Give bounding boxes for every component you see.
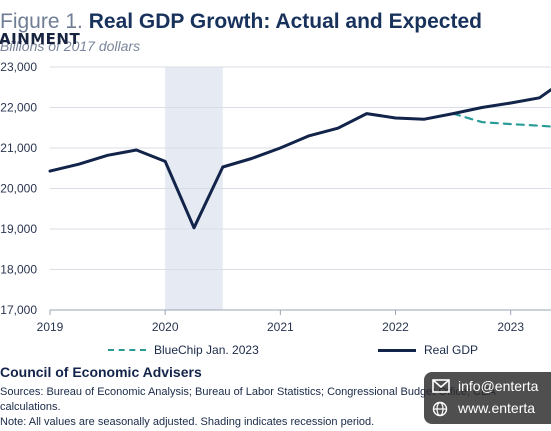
chart-subtitle: Billions of 2017 dollars [0,38,141,54]
real-gdp-line [48,88,551,230]
chart-title: Figure 1. Real GDP Growth: Actual and Ex… [0,10,482,34]
watermark-logo: AINMENT [0,30,81,48]
envelope-icon [432,379,450,393]
legend-label-bluechip: BlueChip Jan. 2023 [154,343,259,357]
y-tick-label: 20,000 [0,182,37,196]
legend-item-bluechip: BlueChip Jan. 2023 [108,343,259,357]
source-organization: Council of Economic Advisers [0,364,202,380]
y-tick-label: 17,000 [0,303,37,317]
x-tick-label: 2020 [152,320,179,334]
legend-swatch-dashed [108,349,146,351]
globe-icon [432,401,450,417]
y-tick-label: 19,000 [0,222,37,236]
legend-label-real-gdp: Real GDP [424,343,479,357]
x-tick-label: 2022 [382,320,409,334]
y-tick-label: 18,000 [0,263,37,277]
watermark-contact-badge: info@enterta www.enterta [424,372,551,424]
watermark-email: info@enterta [458,378,539,394]
sources-line-2: calculations. [0,401,61,413]
x-tick-label: 2023 [497,320,524,334]
sources-line-1: Sources: Bureau of Economic Analysis; Bu… [0,386,496,398]
figure-label: Figure 1. [0,10,83,33]
legend-swatch-solid [378,348,416,352]
chart-notes: Sources: Bureau of Economic Analysis; Bu… [0,385,551,430]
chart-legend: BlueChip Jan. 2023 Real GDP [0,343,551,361]
bluechip-forecast-line [452,112,551,128]
watermark-website-row: www.enterta [432,400,536,417]
y-tick-label: 23,000 [0,60,37,74]
watermark-website: www.enterta [458,400,536,416]
y-tick-label: 21,000 [0,141,37,155]
x-tick-label: 2019 [37,320,64,334]
chart-title-text: Real GDP Growth: Actual and Expected [88,10,482,33]
note-line: Note: All values are seasonally adjusted… [0,416,375,428]
legend-item-real-gdp: Real GDP [378,343,478,357]
x-tick-label: 2021 [267,320,294,334]
y-tick-label: 22,000 [0,101,37,115]
gdp-line-chart: 17,000 18,000 19,000 20,000 21,000 22,000 23,0… [0,60,551,334]
watermark-email-row: info@enterta [432,378,538,394]
